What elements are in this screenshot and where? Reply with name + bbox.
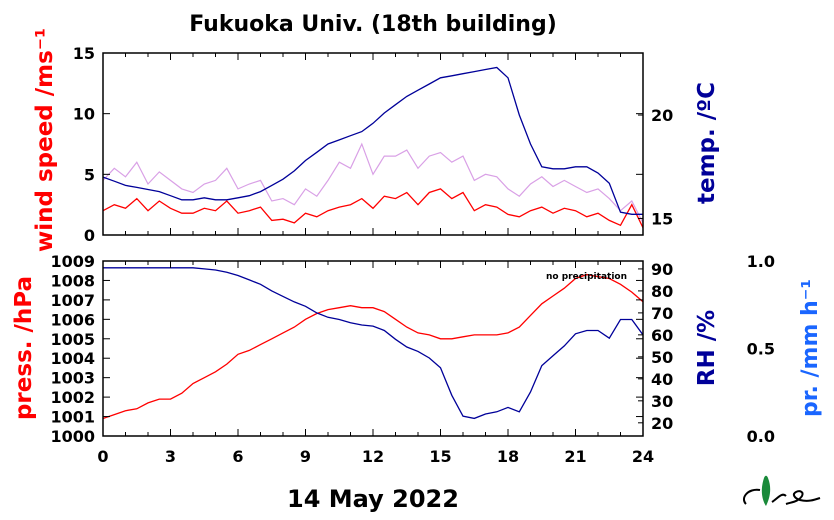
bottom-y-right-tick-label: 70 xyxy=(651,304,673,323)
bottom-y-right-tick-label: 60 xyxy=(651,326,673,345)
precipitation-axis-label: pr. /mm h⁻¹ xyxy=(798,279,823,417)
top-y-left-tick-label: 5 xyxy=(84,165,95,184)
pressure-humidity-plot: 1000100110021003100410051006100710081009… xyxy=(50,252,775,466)
bottom-series-1-line xyxy=(103,267,644,420)
bottom-y-right-tick-label: 80 xyxy=(651,282,673,301)
top-series-0-line xyxy=(102,188,644,228)
bottom-y-right-tick-label: 40 xyxy=(651,370,673,389)
bottom-y-left-tick-label: 1009 xyxy=(50,252,95,271)
top-y-left-tick-label: 15 xyxy=(73,44,95,63)
bottom-x-tick-label: 21 xyxy=(564,447,586,466)
bottom-y-right-tick-label: 30 xyxy=(651,392,673,411)
bottom-y-left-tick-label: 1001 xyxy=(50,408,95,427)
top-y-right-tick-label: 20 xyxy=(651,106,673,125)
bottom-x-tick-label: 12 xyxy=(362,447,384,466)
bottom-x-tick-label: 24 xyxy=(632,447,654,466)
bottom-x-tick-label: 18 xyxy=(497,447,519,466)
wind-speed-axis-label: wind speed /ms⁻¹ xyxy=(32,28,58,252)
wind-temperature-plot: 0 5 10 15 15 20 xyxy=(73,44,674,245)
bottom-y-right-tick-label: 90 xyxy=(651,260,673,279)
bottom-y-left-tick-label: 1007 xyxy=(50,291,95,310)
date-axis-label: 14 May 2022 xyxy=(287,485,459,513)
bottom-y-left-tick-label: 1006 xyxy=(50,310,95,329)
chart-title: Fukuoka Univ. (18th building) xyxy=(189,12,557,37)
no-precipitation-note: no precipitation xyxy=(546,272,627,282)
top-series-2-line xyxy=(102,66,643,215)
bottom-x-tick-label: 0 xyxy=(97,447,108,466)
bottom-y-left-tick-label: 1003 xyxy=(50,369,95,388)
bottom-y-right2-tick-label: 1.0 xyxy=(747,252,775,271)
top-y-right-tick-label: 15 xyxy=(651,209,673,228)
top-series-1-line xyxy=(102,142,644,224)
top-y-left-tick-label: 0 xyxy=(84,226,95,245)
bottom-x-tick-label: 15 xyxy=(429,447,451,466)
bottom-x-tick-label: 6 xyxy=(232,447,243,466)
bottom-x-tick-label: 3 xyxy=(165,447,176,466)
humidity-axis-label: RH /% xyxy=(694,310,720,386)
bottom-y-left-tick-label: 1004 xyxy=(50,349,95,368)
institution-logo xyxy=(742,475,821,506)
bottom-y-right-tick-label: 20 xyxy=(651,414,673,433)
pressure-axis-label: press. /hPa xyxy=(11,276,37,420)
bottom-y-right2-tick-label: 0.5 xyxy=(747,340,775,359)
bottom-y-left-tick-label: 1002 xyxy=(50,388,95,407)
bottom-x-tick-label: 9 xyxy=(300,447,311,466)
bottom-y-left-tick-label: 1008 xyxy=(50,271,95,290)
bottom-y-left-tick-label: 1005 xyxy=(50,330,95,349)
bottom-series-0-line xyxy=(102,273,644,420)
temperature-axis-label: temp. /ºC xyxy=(694,82,720,204)
bottom-y-right-tick-label: 50 xyxy=(651,348,673,367)
bottom-y-right2-tick-label: 0.0 xyxy=(747,427,775,446)
bottom-y-left-tick-label: 1000 xyxy=(50,427,95,446)
top-y-left-tick-label: 10 xyxy=(73,105,95,124)
